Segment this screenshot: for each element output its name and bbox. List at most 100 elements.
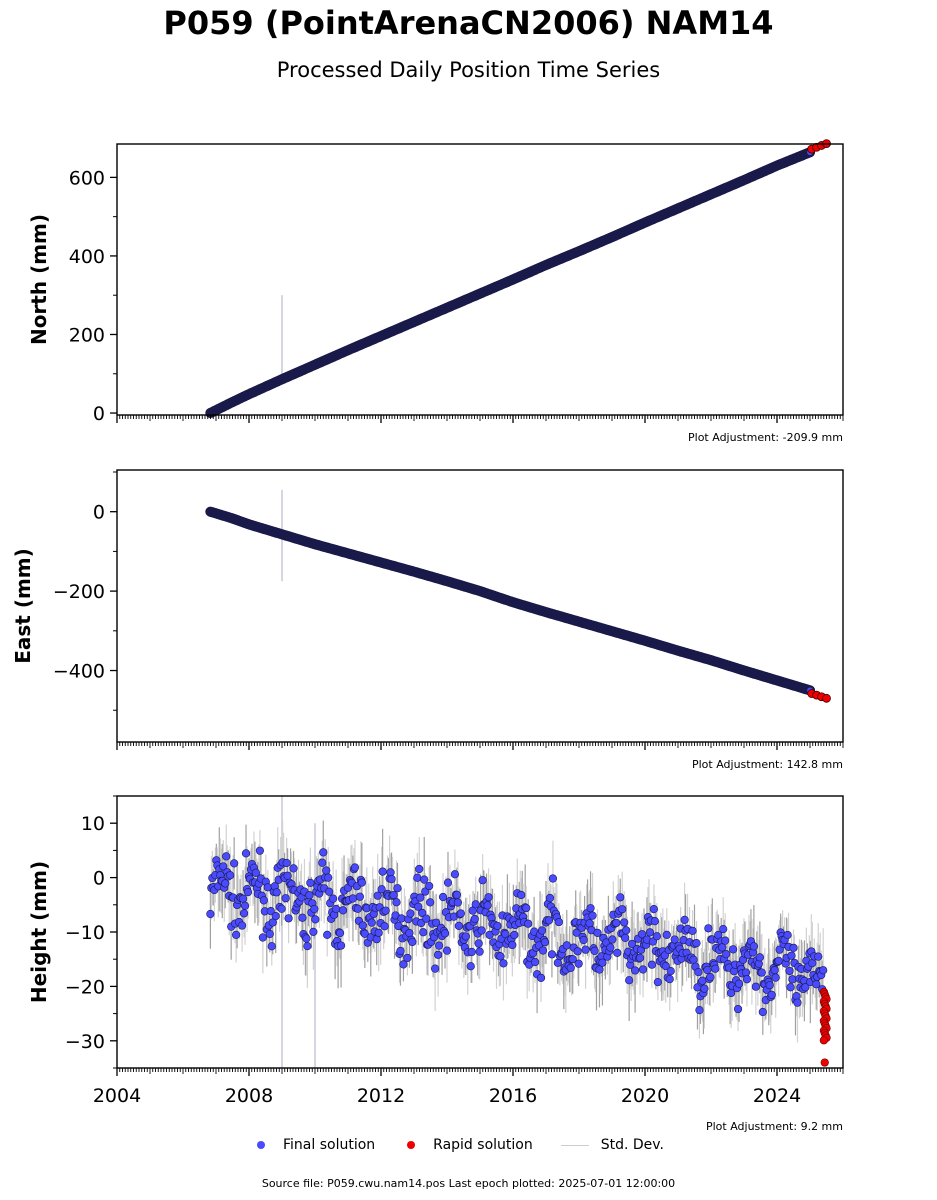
final-solution-point [590,946,599,955]
final-solution-point [329,894,338,903]
final-solution-point [483,901,492,910]
final-solution-point [751,982,760,991]
final-solution-point [426,898,435,907]
final-solution-point [454,921,463,931]
y-tick-label: 600 [69,167,105,189]
final-solution-point [729,945,738,954]
final-solution-point [432,918,441,927]
final-solution-point [466,962,475,971]
final-solution-point [475,947,484,956]
final-solution-point [387,874,396,884]
final-solution-point [755,953,764,962]
final-solution-point [319,848,328,857]
final-solution-point [618,905,627,914]
y-tick-label: −400 [53,661,105,683]
final-solution-point [419,928,428,937]
final-solution-point [310,904,319,914]
final-solution-point [722,950,731,959]
final-solution-point [670,935,679,944]
final-solution-point [266,906,275,916]
final-solution-point [381,906,390,915]
final-solution-point [431,964,440,973]
y-axis-label: North (mm) [27,214,51,345]
source-footer: Source file: P059.cwu.nam14.pos Last epo… [261,1177,676,1190]
final-solution-point [241,849,251,858]
final-solution-point [222,852,231,861]
final-solution-point [306,878,315,888]
y-tick-label: 200 [69,324,105,346]
final-solution-point [240,901,250,910]
legend-std: Std. Dev. [560,1137,664,1153]
final-solution-point [783,930,792,940]
final-solution-point [695,1006,704,1015]
final-solution-point [357,878,366,887]
final-solution-point [621,933,630,942]
final-solution-point [536,973,546,983]
final-solution-point [524,919,533,928]
final-solution-point [258,933,267,942]
x-tick-label: 2012 [357,1085,405,1107]
legend: Final solution Rapid solution Std. Dev. [253,1137,692,1153]
final-solution-point [662,930,671,939]
final-solution-point [733,1004,743,1014]
final-solution-point [289,864,298,873]
final-solution-point [456,909,465,918]
final-solution-point [653,978,662,987]
final-solution-point [704,924,713,933]
final-solution-point [335,928,345,938]
final-solution-point [467,947,476,957]
final-solution-point [742,975,752,984]
final-solution-point [700,984,709,993]
plot-adjustment-note: Plot Adjustment: 9.2 mm [706,1120,843,1133]
final-solution-point [620,918,629,927]
final-solution-point [661,961,670,971]
final-solution-point [470,914,479,924]
final-solution-point [808,959,817,968]
final-solution-point [531,957,540,967]
final-solution-point [586,904,595,913]
final-solution-point [303,942,312,951]
final-solution-point [243,888,253,897]
final-solution-point [793,998,802,1007]
final-solution-point [548,874,558,883]
y-axis-label: Height (mm) [27,861,51,1003]
final-solution-point [585,919,594,928]
rapid-solution-marker-icon [407,1141,416,1149]
final-solution-point [508,940,517,950]
final-solution-point [757,968,766,977]
final-solution-point [323,930,332,939]
final-solution-point [788,975,797,984]
final-solution-point [350,863,360,872]
final-solution-point [421,887,430,896]
final-solution-point [484,893,493,902]
final-solution-point [819,966,828,975]
final-solution-point [649,905,659,914]
y-tick-label: 0 [93,502,105,524]
final-solution-point [706,973,715,982]
final-solution-point [711,964,720,973]
final-solution-point [616,893,625,902]
final-solution-point [625,976,634,985]
final-solution-point [544,916,554,925]
y-tick-label: 10 [81,813,105,835]
final-solution-point [358,921,367,930]
final-solution-point [650,917,660,926]
final-solution-point [638,965,648,974]
final-solution-point [545,893,555,903]
std-dev-line-icon [560,1144,589,1146]
final-solution-point [355,892,364,901]
x-tick-label: 2016 [489,1085,537,1107]
final-solution-point [450,870,460,879]
final-solution-point [471,900,480,909]
final-solution-point [373,891,382,900]
final-solution-point [478,876,487,885]
final-solution-point [692,939,701,948]
final-solution-point [311,915,320,924]
final-solution-point [689,955,698,964]
final-solution-point [652,932,661,941]
final-solution-point [645,928,655,937]
final-solution-point [787,951,796,960]
final-solution-point [413,873,422,882]
final-solution-point [284,914,293,923]
